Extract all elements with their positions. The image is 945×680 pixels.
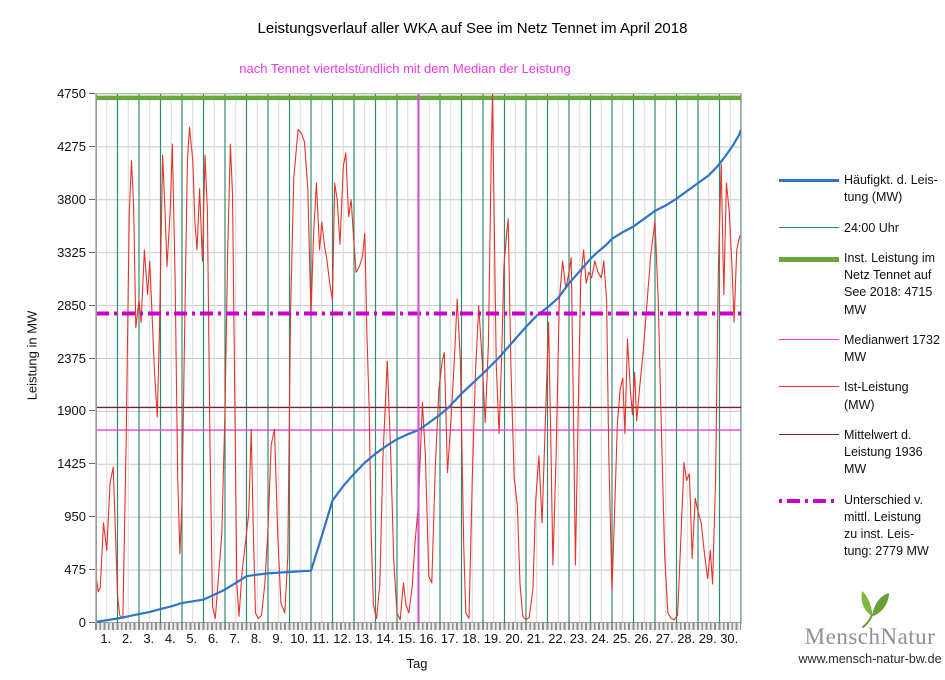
legend-item-mittelwert: Mittelwert d. Leistung 1936 MW	[779, 427, 943, 479]
chart-subtitle: nach Tennet viertelstündlich mit dem Med…	[239, 61, 571, 76]
y-tick-mark	[89, 357, 95, 359]
legend: Häufigkt. d. Leis- tung (MW) 24:00 Uhr I…	[779, 172, 943, 561]
legend-line-sample-blue	[779, 179, 839, 182]
y-tick-label: 0	[78, 615, 86, 630]
y-tick-label: 4275	[57, 138, 86, 154]
y-tick-label: 2850	[57, 297, 86, 313]
legend-item-medianwert: Medianwert 1732 MW	[779, 332, 943, 367]
x-tick-label: 9.	[272, 631, 284, 646]
y-tick-label: 1425	[57, 456, 86, 472]
mensch-natur-logo: MenschNatur www.mensch-natur-bw.de	[795, 590, 945, 670]
legend-label: Ist-Leistung (MW)	[844, 380, 909, 412]
y-tick-mark	[89, 622, 95, 623]
y-tick-label: 3800	[57, 191, 86, 207]
y-tick-label: 1900	[57, 403, 86, 419]
legend-line-sample-magenta	[779, 338, 839, 341]
x-tick-label: 2.	[121, 631, 133, 646]
y-tick-mark	[89, 410, 95, 412]
series-line-ist-leistung	[96, 94, 741, 621]
y-tick-mark	[89, 463, 95, 465]
y-tick-mark	[89, 569, 95, 571]
legend-item-unterschied: Unterschied v. mittl. Leistung zu inst. …	[779, 492, 943, 561]
x-tick-label: 12.	[333, 631, 352, 646]
y-tick-mark	[89, 198, 95, 200]
x-tick-label: 30.	[720, 631, 739, 646]
y-tick-mark	[89, 93, 95, 94]
plot-area	[95, 93, 742, 624]
chart-title: Leistungsverlauf aller WKA auf See im Ne…	[257, 20, 688, 37]
y-tick-label: 475	[64, 562, 86, 578]
y-tick-label: 2375	[57, 350, 86, 366]
legend-item-24-00-uhr: 24:00 Uhr	[779, 220, 943, 237]
ginkgo-leaf-icon	[861, 591, 889, 628]
legend-line-sample-red	[779, 386, 839, 388]
chart-canvas	[96, 94, 741, 623]
legend-label: Medianwert 1732 MW	[844, 332, 940, 364]
y-tick-mark	[89, 251, 95, 253]
legend-item-ist-leistung: Ist-Leistung (MW)	[779, 379, 943, 414]
legend-line-sample-maroon	[779, 433, 839, 435]
x-tick-label: 27.	[655, 631, 674, 646]
x-tick-label: 24.	[591, 631, 610, 646]
x-axis-title: Tag	[406, 656, 428, 671]
x-tick-label: 18.	[462, 631, 481, 646]
x-tick-label: 4.	[164, 631, 176, 646]
x-tick-label: 5.	[186, 631, 198, 646]
logo-brand-text: MenschNatur	[804, 624, 936, 649]
legend-line-sample-dashdot-magenta	[779, 498, 839, 503]
x-tick-label: 23.	[569, 631, 588, 646]
x-tick-label: 10.	[290, 631, 309, 646]
x-tick-label: 29.	[698, 631, 717, 646]
x-tick-label: 21.	[526, 631, 545, 646]
x-tick-label: 28.	[677, 631, 696, 646]
legend-label: 24:00 Uhr	[844, 220, 899, 235]
x-tick-label: 8.	[250, 631, 262, 646]
y-tick-label: 4750	[57, 86, 86, 101]
x-tick-label: 15.	[397, 631, 416, 646]
x-tick-label: 19.	[483, 631, 502, 646]
legend-label: Häufigkt. d. Leis- tung (MW)	[844, 173, 938, 205]
y-tick-label: 3325	[57, 244, 86, 260]
legend-line-sample-green	[779, 256, 839, 262]
x-tick-label: 26.	[634, 631, 653, 646]
y-tick-mark	[89, 304, 95, 306]
x-tick-label: 25.	[612, 631, 631, 646]
legend-item-haeufigkeit: Häufigkt. d. Leis- tung (MW)	[779, 172, 943, 207]
x-tick-label: 1.	[100, 631, 112, 646]
legend-line-sample-teal	[779, 226, 839, 228]
y-tick-mark	[89, 516, 95, 518]
x-tick-label: 22.	[548, 631, 567, 646]
x-tick-label: 14.	[376, 631, 395, 646]
legend-label: Unterschied v. mittl. Leistung zu inst. …	[844, 492, 929, 559]
x-tick-label: 17.	[440, 631, 459, 646]
x-tick-label: 7.	[229, 631, 241, 646]
legend-label: Inst. Leistung im Netz Tennet auf See 20…	[844, 250, 936, 317]
legend-label: Mittelwert d. Leistung 1936 MW	[844, 427, 923, 477]
x-axis-minor-tick-band	[95, 623, 741, 630]
x-tick-label: 6.	[207, 631, 219, 646]
legend-item-inst-leistung: Inst. Leistung im Netz Tennet auf See 20…	[779, 250, 943, 319]
x-tick-label: 16.	[419, 631, 438, 646]
y-tick-mark	[89, 145, 95, 147]
x-tick-label: 3.	[143, 631, 155, 646]
y-tick-label: 950	[64, 509, 86, 525]
x-tick-label: 13.	[354, 631, 373, 646]
x-tick-label: 20.	[505, 631, 524, 646]
x-tick-label: 11.	[312, 631, 330, 646]
series-line-haeufigkeit	[96, 129, 741, 623]
logo-url-text: www.mensch-natur-bw.de	[798, 652, 942, 666]
